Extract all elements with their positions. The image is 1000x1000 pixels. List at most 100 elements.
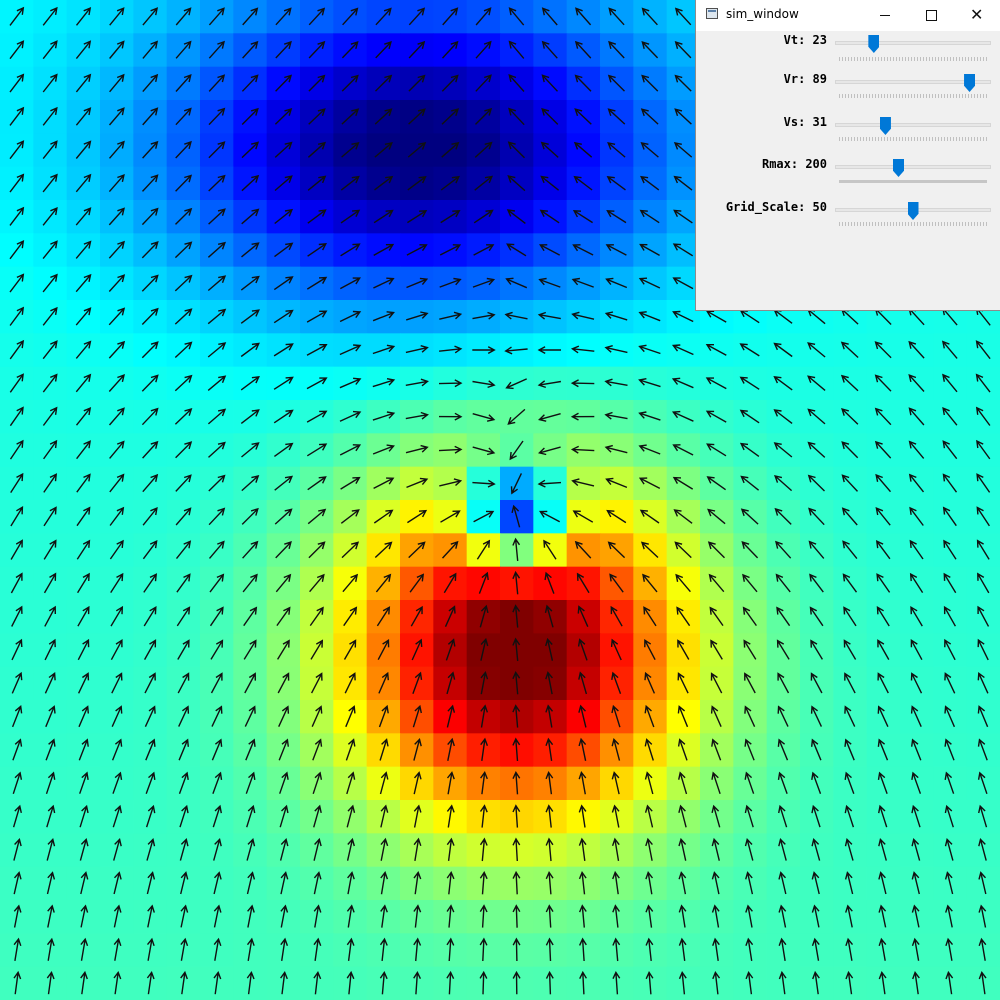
vector-arrow <box>740 508 759 525</box>
title-bar[interactable]: sim_window ✕ <box>696 0 1000 31</box>
sim-window: sim_window ✕ Vt: 23 Vr: 89 Vs: 31 Rmax: … <box>695 0 1000 311</box>
vector-arrow <box>644 639 656 661</box>
vector-arrow <box>309 573 325 593</box>
vector-arrow <box>509 440 524 461</box>
vector-arrow <box>574 74 592 92</box>
vector-arrow <box>479 970 488 995</box>
vector-arrow <box>306 276 328 290</box>
vector-arrow <box>774 507 792 525</box>
vector-arrow <box>645 904 654 928</box>
vector-arrow <box>640 541 659 559</box>
vector-arrow <box>413 870 422 895</box>
vector-arrow <box>240 275 260 291</box>
close-button[interactable]: ✕ <box>954 0 1000 31</box>
trackbar-thumb[interactable] <box>893 159 904 177</box>
vector-arrow <box>875 473 892 493</box>
vector-arrow <box>210 672 223 694</box>
vector-arrow <box>213 871 222 895</box>
trackbar-thumb[interactable] <box>964 74 976 92</box>
vector-arrow <box>506 209 526 224</box>
vector-arrow <box>577 605 589 627</box>
vector-arrow <box>976 473 991 493</box>
vector-arrow <box>141 174 159 192</box>
vector-arrow <box>79 804 89 828</box>
vector-arrow <box>278 705 290 727</box>
vector-arrow <box>911 937 920 961</box>
vector-arrow <box>645 837 653 861</box>
vector-arrow <box>645 871 654 895</box>
vector-arrow <box>845 970 854 995</box>
vector-arrow <box>77 638 90 661</box>
vector-arrow <box>611 804 620 828</box>
trackbar-thumb[interactable] <box>907 202 919 220</box>
vector-arrow <box>541 107 559 125</box>
vector-arrow <box>844 738 855 761</box>
vector-arrow <box>709 606 724 627</box>
vector-arrow <box>307 508 327 525</box>
vector-arrow <box>46 871 56 895</box>
vector-arrow <box>570 445 595 454</box>
vector-arrow <box>280 970 288 995</box>
vector-arrow <box>375 7 392 26</box>
trackbar-thumb[interactable] <box>879 117 891 135</box>
vector-arrow <box>446 970 455 995</box>
vector-arrow <box>46 838 56 861</box>
vector-arrow <box>175 107 192 126</box>
vector-arrow <box>278 738 289 761</box>
vector-arrow <box>346 804 356 828</box>
vector-arrow <box>110 572 124 593</box>
vector-arrow <box>412 704 422 728</box>
vector-arrow <box>241 141 260 159</box>
vector-arrow <box>537 479 562 488</box>
vector-arrow <box>209 606 224 627</box>
vector-arrow <box>677 705 689 728</box>
maximize-button[interactable] <box>908 0 954 31</box>
vector-arrow <box>80 904 89 928</box>
vector-arrow <box>475 74 492 92</box>
vector-arrow <box>275 74 293 92</box>
vector-arrow <box>508 107 525 126</box>
vector-arrow <box>273 442 294 457</box>
vector-arrow <box>573 141 593 158</box>
trackbar-track[interactable] <box>835 41 991 45</box>
vector-arrow <box>472 346 496 355</box>
trackbar-track[interactable] <box>835 80 991 84</box>
trackbar-track[interactable] <box>835 123 991 127</box>
trackbar-track[interactable] <box>835 165 991 169</box>
vector-arrow <box>208 441 226 458</box>
vector-arrow <box>808 507 825 526</box>
vector-arrow <box>604 311 628 321</box>
vector-arrow <box>773 375 793 391</box>
vector-arrow <box>373 477 395 490</box>
vector-arrow <box>408 541 426 559</box>
vector-arrow <box>538 277 561 288</box>
trackbar-thumb[interactable] <box>868 35 880 53</box>
vector-arrow <box>208 107 226 126</box>
vector-arrow <box>112 804 122 828</box>
vector-arrow <box>674 41 692 59</box>
vector-arrow <box>472 446 496 456</box>
vector-arrow <box>912 970 920 995</box>
vector-arrow <box>141 274 159 292</box>
vector-arrow <box>740 475 760 491</box>
vector-arrow <box>108 407 125 426</box>
vector-arrow <box>241 475 260 492</box>
vector-arrow <box>313 937 322 961</box>
vector-arrow <box>340 209 361 224</box>
vector-arrow <box>478 571 489 594</box>
minimize-button[interactable] <box>862 0 908 31</box>
vector-arrow <box>142 7 159 26</box>
vector-arrow <box>379 771 389 795</box>
vector-arrow <box>874 341 892 359</box>
vector-arrow <box>606 175 626 191</box>
vector-arrow <box>77 605 90 627</box>
vector-arrow <box>146 871 156 895</box>
vector-arrow <box>612 904 620 928</box>
trackbar-grid-scale: Grid_Scale: 50 <box>696 200 1000 240</box>
vector-arrow <box>672 277 694 290</box>
vector-arrow <box>275 40 292 59</box>
vector-arrow <box>275 541 292 559</box>
vector-arrow <box>111 738 123 761</box>
vector-arrow <box>178 738 189 761</box>
vector-arrow <box>578 904 587 928</box>
